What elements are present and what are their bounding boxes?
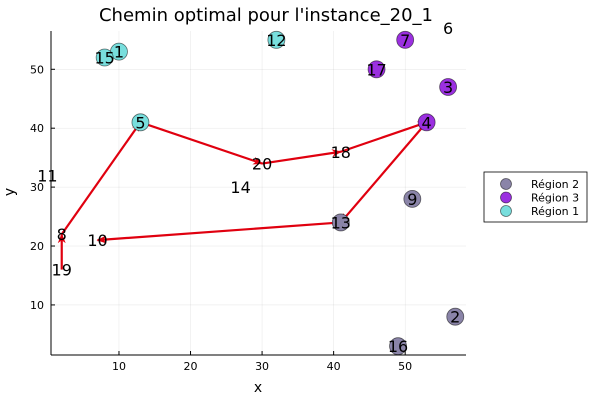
- node-label: 13: [331, 213, 351, 232]
- point-marker: [446, 307, 465, 326]
- node-label: 15: [94, 49, 114, 68]
- node-label: 10: [87, 231, 107, 250]
- node-label: 2: [450, 308, 460, 327]
- x-tick-label: 30: [255, 360, 269, 373]
- node-label: 11: [37, 166, 57, 185]
- node-label: 14: [230, 178, 250, 197]
- node-label: 16: [388, 337, 408, 356]
- legend-label: Région 3: [531, 192, 579, 205]
- y-tick-label: 10: [30, 299, 44, 312]
- node-label: 20: [252, 155, 272, 174]
- path-segment: [340, 121, 428, 153]
- point-marker: [439, 78, 458, 96]
- legend-label: Région 2: [531, 178, 579, 191]
- point-marker: [396, 30, 415, 49]
- node-label: 12: [266, 31, 286, 50]
- point-marker: [331, 213, 350, 232]
- point-marker: [403, 189, 422, 208]
- point-markers: [95, 30, 465, 356]
- node-label: 18: [331, 143, 351, 162]
- x-tick-label: 10: [112, 360, 126, 373]
- node-label: 4: [422, 113, 432, 132]
- point-marker: [131, 113, 150, 132]
- point-marker: [95, 48, 114, 67]
- legend-swatch: [500, 205, 512, 217]
- legend-label: Région 1: [531, 205, 579, 218]
- legend-swatch: [500, 178, 512, 190]
- x-tick-label: 50: [398, 360, 412, 373]
- node-label: 19: [52, 261, 72, 280]
- path-segment: [339, 121, 428, 224]
- x-tick-label: 40: [327, 360, 341, 373]
- tick-labels: 10 20 30 40 50 10 20 30 40 50: [30, 63, 412, 373]
- grid: [51, 31, 466, 355]
- y-tick-label: 30: [30, 181, 44, 194]
- y-tick-label: 20: [30, 240, 44, 253]
- point-marker: [367, 60, 386, 79]
- node-label: 9: [407, 190, 417, 209]
- x-tick-label: 20: [184, 360, 198, 373]
- node-label: 8: [57, 225, 67, 244]
- y-tick-label: 40: [30, 122, 44, 135]
- point-marker: [267, 30, 286, 49]
- axes: [50, 31, 466, 356]
- point-marker: [417, 113, 436, 132]
- node-label: 1: [114, 43, 124, 62]
- x-axis-label: x: [254, 380, 262, 396]
- chart-title: Chemin optimal pour l'instance_20_1: [99, 5, 433, 26]
- y-axis-label: y: [2, 188, 18, 196]
- path-segment: [96, 221, 341, 244]
- node-label: 6: [443, 19, 453, 38]
- path-segment: [261, 149, 342, 165]
- node-label: 5: [135, 113, 145, 132]
- legend-swatch: [500, 191, 512, 204]
- node-label: 7: [400, 31, 410, 50]
- point-marker: [389, 337, 407, 356]
- path-segment: [60, 121, 142, 235]
- path-segment: [140, 121, 264, 165]
- node-label: 3: [443, 78, 453, 97]
- node-label: 17: [366, 60, 386, 79]
- tour-path: [57, 121, 428, 270]
- y-tick-label: 50: [30, 63, 44, 76]
